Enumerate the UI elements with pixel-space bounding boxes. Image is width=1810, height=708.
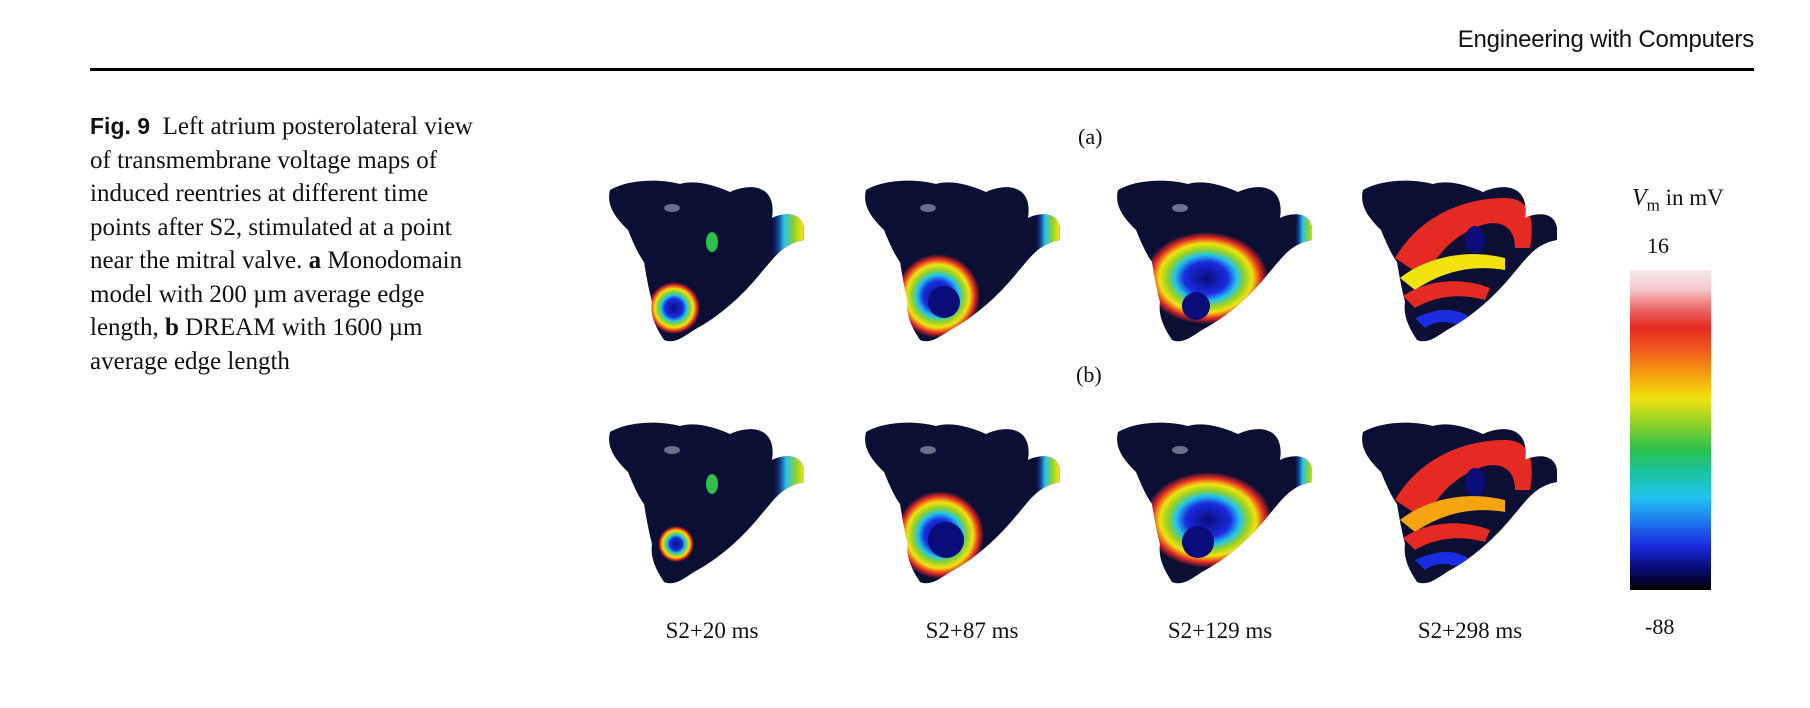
caption-text-3: DREAM with 1600 µm average edge length (90, 314, 423, 375)
voltage-map-a-3 (1117, 180, 1312, 342)
colorbar (1630, 270, 1711, 590)
colorbar-min: -88 (1645, 614, 1675, 639)
colorbar-unit: in mV (1665, 185, 1724, 210)
time-label-1: S2+20 ms (665, 618, 759, 643)
caption-bold-a: a (308, 247, 322, 274)
colorbar-max: 16 (1647, 233, 1669, 258)
colorbar-symbol: V (1632, 185, 1647, 211)
journal-name: Engineering with Computers (1457, 26, 1754, 53)
colorbar-title: Vm in mV (1632, 185, 1724, 216)
row-label-a: (a) (1078, 124, 1103, 149)
voltage-map-b-2 (865, 422, 1060, 584)
voltage-map-b-1 (609, 422, 804, 584)
caption-bold-b: b (165, 314, 179, 341)
figure-label: Fig. 9 (90, 113, 151, 139)
voltage-map-a-2 (865, 180, 1060, 342)
voltage-map-b-4 (1362, 422, 1557, 584)
time-label-4: S2+298 ms (1417, 618, 1523, 643)
colorbar-subscript: m (1646, 195, 1660, 215)
caption-text-2: Monodomain model with 200 µm average edg… (90, 247, 463, 341)
time-label-2: S2+87 ms (925, 618, 1019, 643)
caption-text-1: Left atrium posterolateral view of trans… (90, 113, 473, 274)
voltage-map-b-3 (1117, 422, 1312, 584)
time-label-3: S2+129 ms (1167, 618, 1273, 643)
header-rule (90, 68, 1754, 71)
voltage-map-a-4 (1362, 180, 1557, 342)
voltage-map-a-1 (609, 180, 804, 342)
figure-caption: Fig. 9 Left atrium posterolateral view o… (90, 110, 490, 378)
row-label-b: (b) (1076, 362, 1102, 387)
